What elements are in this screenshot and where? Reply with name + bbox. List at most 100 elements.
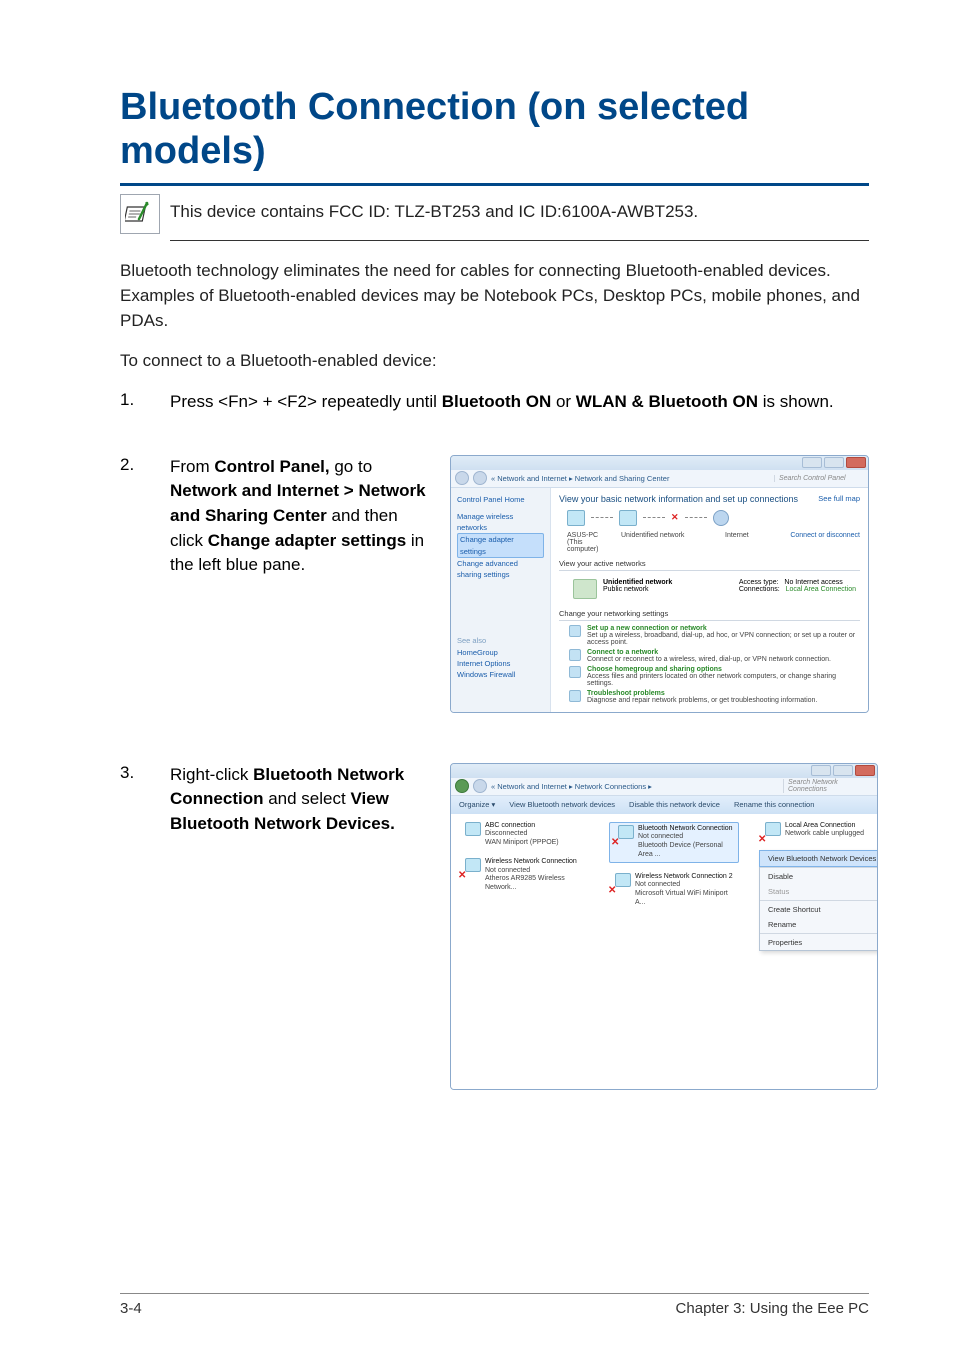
pc-label: ASUS-PC — [567, 532, 607, 539]
step-3-body: Right-click Bluetooth Network Connection… — [170, 763, 430, 837]
step-2: 2. From Control Panel, go to Network and… — [120, 455, 430, 578]
note-separator — [170, 240, 869, 241]
connect-disconnect-link[interactable]: Connect or disconnect — [790, 532, 860, 539]
see-full-map-link[interactable]: See full map — [818, 494, 860, 503]
nav-back-icon[interactable] — [455, 779, 469, 793]
step-1: 1. Press <Fn> + <F2> repeatedly until Bl… — [120, 390, 869, 415]
nav-forward-icon[interactable] — [473, 471, 487, 485]
title-rule — [120, 183, 869, 186]
conn-device: WAN Miniport (PPPOE) — [485, 839, 559, 848]
page-title: Bluetooth Connection (on selected models… — [120, 86, 869, 173]
network-map: ✕ — [567, 510, 860, 526]
internet-options-link[interactable]: Internet Options — [457, 658, 544, 669]
windows-firewall-link[interactable]: Windows Firewall — [457, 669, 544, 680]
connection-line — [591, 517, 613, 518]
internet-label: Internet — [725, 532, 765, 553]
minimize-button[interactable] — [811, 765, 831, 776]
homegroup-link[interactable]: HomeGroup — [457, 647, 544, 658]
conn-status: Network cable unplugged — [785, 830, 864, 839]
network-icon — [619, 510, 637, 526]
ctx-view-bluetooth-devices[interactable]: View Bluetooth Network Devices — [759, 850, 878, 867]
toolbar-disable[interactable]: Disable this network device — [629, 800, 720, 809]
intro-paragraph: Bluetooth technology eliminates the need… — [120, 259, 869, 333]
task-title: Choose homegroup and sharing options — [587, 666, 860, 673]
step-1-number: 1. — [120, 390, 140, 415]
connection-line — [643, 517, 665, 518]
page-number: 3-4 — [120, 1300, 142, 1317]
maximize-button[interactable] — [824, 457, 844, 468]
step-2-body: From Control Panel, go to Network and In… — [170, 455, 430, 578]
address-bar: « Network and Internet ▸ Network and Sha… — [451, 470, 868, 488]
nav-back-icon[interactable] — [455, 471, 469, 485]
connection-item[interactable]: ✕ Wireless Network Connection 2Not conne… — [609, 873, 739, 908]
control-panel-home-link[interactable]: Control Panel Home — [457, 494, 544, 505]
change-adapter-settings-link[interactable]: Change adapter settings — [457, 533, 544, 558]
step-1-pre: Press <Fn> + <F2> repeatedly until — [170, 392, 442, 411]
address-path[interactable]: « Network and Internet ▸ Network Connect… — [491, 782, 779, 791]
task-item[interactable]: Connect to a networkConnect or reconnect… — [569, 649, 860, 663]
note-row: This device contains FCC ID: TLZ-BT253 a… — [120, 192, 869, 234]
step-1-mid: or — [551, 392, 576, 411]
step-1-b2: WLAN & Bluetooth ON — [576, 392, 758, 411]
connections-body: ABC connectionDisconnectedWAN Miniport (… — [451, 814, 877, 1089]
ctx-rename[interactable]: Rename — [760, 917, 878, 932]
connections-label: Connections: — [739, 586, 780, 593]
close-button[interactable] — [846, 457, 866, 468]
window-titlebar — [451, 764, 877, 778]
connection-icon: ✕ — [759, 822, 781, 844]
pc-icon — [567, 510, 585, 526]
access-type-value: No Internet access — [784, 579, 842, 586]
ctx-properties[interactable]: Properties — [760, 935, 878, 950]
change-advanced-sharing-link[interactable]: Change advanced sharing settings — [457, 558, 544, 581]
step-1-post: is shown. — [758, 392, 834, 411]
note-icon — [120, 194, 160, 234]
conn-status: Disconnected — [485, 830, 559, 839]
section-rule — [559, 620, 860, 621]
toolbar: Organize ▾ View Bluetooth network device… — [451, 796, 877, 814]
toolbar-view-bluetooth[interactable]: View Bluetooth network devices — [509, 800, 615, 809]
network-connections-window: « Network and Internet ▸ Network Connect… — [450, 763, 878, 1090]
page-footer: 3-4 Chapter 3: Using the Eee PC — [120, 1293, 869, 1317]
step-2-row: 2. From Control Panel, go to Network and… — [120, 455, 869, 713]
minimize-button[interactable] — [802, 457, 822, 468]
organize-menu[interactable]: Organize ▾ — [459, 800, 495, 809]
connection-icon — [459, 822, 481, 844]
address-path[interactable]: « Network and Internet ▸ Network and Sha… — [491, 474, 770, 483]
search-input[interactable]: Search Control Panel — [774, 475, 864, 482]
task-item[interactable]: Troubleshoot problemsDiagnose and repair… — [569, 690, 860, 704]
step-2-b1: Control Panel, — [214, 457, 329, 476]
active-networks-heading: View your active networks — [559, 559, 860, 568]
ctx-disable[interactable]: Disable — [760, 869, 878, 884]
window-titlebar — [451, 456, 868, 470]
conn-status: Not connected — [485, 867, 589, 876]
close-button[interactable] — [855, 765, 875, 776]
task-item[interactable]: Set up a new connection or networkSet up… — [569, 625, 860, 646]
connection-item[interactable]: ABC connectionDisconnectedWAN Miniport (… — [459, 822, 589, 848]
task-title: Set up a new connection or network — [587, 625, 860, 632]
main-heading: View your basic network information and … — [559, 494, 860, 504]
task-icon — [569, 666, 581, 678]
search-input[interactable]: Search Network Connections — [783, 779, 873, 793]
note-text: This device contains FCC ID: TLZ-BT253 a… — [170, 192, 869, 224]
network-type: Public network — [603, 586, 649, 593]
task-icon — [569, 690, 581, 702]
ctx-create-shortcut[interactable]: Create Shortcut — [760, 902, 878, 917]
task-title: Connect to a network — [587, 649, 831, 656]
connection-item[interactable]: ✕ Local Area ConnectionNetwork cable unp… — [759, 822, 869, 844]
ctx-status: Status — [760, 884, 878, 899]
task-item[interactable]: Choose homegroup and sharing optionsAcce… — [569, 666, 860, 687]
nav-forward-icon[interactable] — [473, 779, 487, 793]
step-3: 3. Right-click Bluetooth Network Connect… — [120, 763, 430, 837]
connection-item[interactable]: ✕ Wireless Network ConnectionNot connect… — [459, 858, 589, 893]
maximize-button[interactable] — [833, 765, 853, 776]
step-3-row: 3. Right-click Bluetooth Network Connect… — [120, 763, 869, 1090]
change-settings-heading: Change your networking settings — [559, 609, 860, 618]
left-pane: Control Panel Home Manage wireless netwo… — [451, 488, 551, 712]
conn-device: Atheros AR9285 Wireless Network... — [485, 875, 589, 893]
bluetooth-connection-item[interactable]: ✕ Bluetooth Network ConnectionNot connec… — [609, 822, 739, 863]
connection-line — [685, 517, 707, 518]
toolbar-rename[interactable]: Rename this connection — [734, 800, 814, 809]
step-2-b3: Change adapter settings — [208, 531, 406, 550]
connection-link[interactable]: Local Area Connection — [786, 586, 856, 593]
manage-wireless-link[interactable]: Manage wireless networks — [457, 511, 544, 534]
